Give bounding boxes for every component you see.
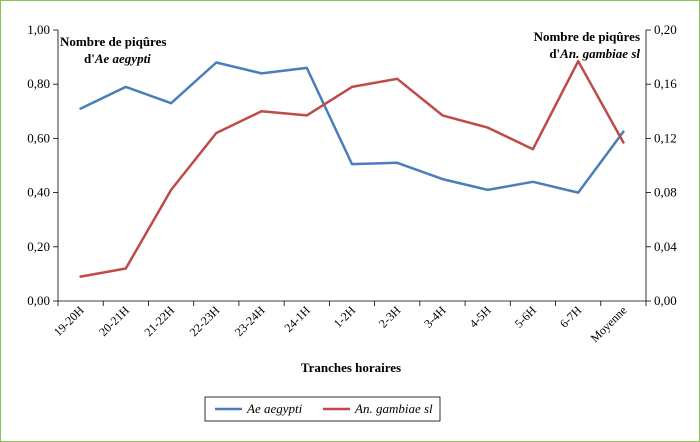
x-axis-title: Tranches horaires: [301, 360, 401, 375]
left-y-tick-label: 0,80: [27, 76, 50, 91]
legend-box: [204, 396, 441, 422]
right-axis-annotation-line2: d'An. gambiae sl: [549, 46, 640, 61]
right-y-tick-label: 0,16: [654, 76, 677, 91]
legend: Ae aegypti An. gambiae sl: [204, 396, 441, 422]
series-line-ae-aegypti: [79, 61, 625, 194]
right-y-tick-label: 0,20: [654, 22, 677, 37]
right-y-tick-label: 0,12: [654, 130, 677, 145]
x-tick-label: 4-5H: [466, 303, 494, 331]
series-lines: [79, 59, 625, 278]
x-tick-label: 1-2H: [331, 303, 359, 331]
left-y-tick-label: 0,40: [27, 185, 50, 200]
x-tick-label: 21-22H: [141, 303, 177, 339]
right-y-tick-label: 0,08: [654, 185, 677, 200]
right-y-tick-label: 0,00: [654, 293, 677, 308]
x-tick-label: 3-4H: [421, 303, 449, 331]
x-tick-label: 5-6H: [512, 303, 540, 331]
left-y-tick-label: 0,60: [27, 130, 50, 145]
tick-labels: 0,00 0,20 0,40 0,60 0,80 1,00 0,00 0,04 0,08 0,12…: [27, 22, 677, 345]
left-y-tick-label: 1,00: [27, 22, 50, 37]
left-axis-annotation-line2: d'Ae aegypti: [84, 51, 151, 66]
x-tick-label: 24-1H: [281, 303, 313, 335]
legend-label-ae-aegypti: Ae aegypti: [246, 401, 303, 416]
legend-label-an-gambiae: An. gambiae sl: [354, 401, 433, 416]
x-tick-label: 23-24H: [232, 303, 268, 339]
right-axis-annotation-line1: Nombre de piqûres: [534, 29, 640, 44]
x-tick-label: 19-20H: [51, 303, 87, 339]
right-y-tick-label: 0,04: [654, 239, 677, 254]
x-tick-label: Moyenne: [588, 303, 630, 345]
x-tick-label: 20-21H: [96, 303, 132, 339]
x-tick-label: 6-7H: [557, 303, 585, 331]
left-y-tick-label: 0,00: [27, 293, 50, 308]
series-line-an-gambiae: [79, 59, 625, 278]
left-y-tick-label: 0,20: [27, 239, 50, 254]
axes: [53, 29, 651, 306]
x-tick-label: 22-23H: [187, 303, 223, 339]
x-tick-label: 2-3H: [376, 303, 404, 331]
left-axis-annotation-line1: Nombre de piqûres: [60, 34, 166, 49]
